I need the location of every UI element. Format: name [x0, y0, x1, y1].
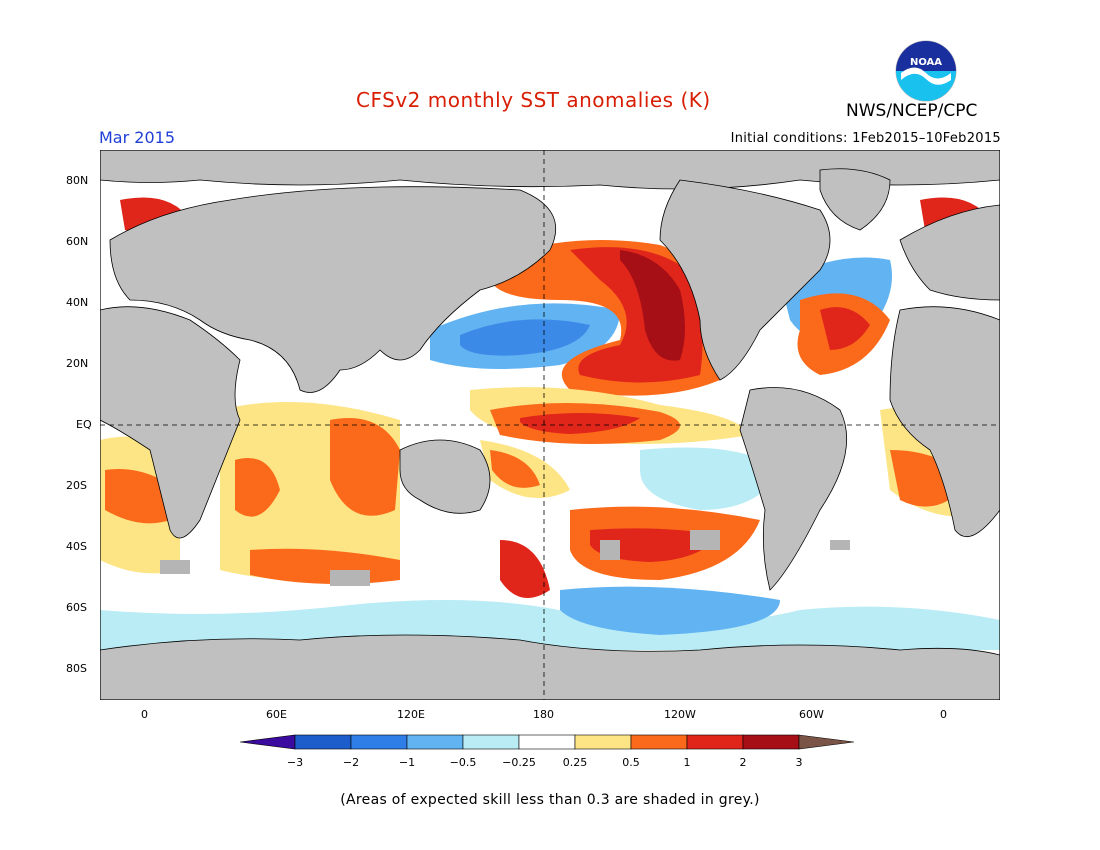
legend-swatch [686, 734, 744, 750]
lat-label: 20S [66, 479, 87, 492]
legend-tick-label: 1 [684, 756, 691, 769]
lat-label: EQ [76, 418, 92, 431]
legend-swatch [798, 734, 855, 750]
legend-tick-label: 0.5 [622, 756, 640, 769]
legend-swatch [518, 734, 576, 750]
color-legend: −3 −2 −1 −0.5 −0.25 0.25 0.5 1 2 3 [240, 734, 855, 769]
lat-label: 80S [66, 662, 87, 675]
logo-text: NOAA [910, 57, 942, 68]
legend-swatch [350, 734, 408, 750]
initial-conditions: Initial conditions: 1Feb2015–10Feb2015 [730, 131, 1001, 146]
lat-label: 40S [66, 540, 87, 553]
lat-label: 40N [66, 296, 89, 309]
legend-tick-label: 3 [796, 756, 803, 769]
legend-swatch [630, 734, 688, 750]
legend-tick-label: 2 [740, 756, 747, 769]
legend-swatch [574, 734, 632, 750]
lat-label: 20N [66, 357, 89, 370]
land-masses [100, 150, 1000, 700]
legend-tick-label: −2 [343, 756, 359, 769]
noaa-logo-icon: NOAA [895, 40, 957, 102]
map-title: CFSv2 monthly SST anomalies (K) [356, 88, 711, 112]
legend-tick-label: −1 [399, 756, 415, 769]
legend-tick-label: −0.25 [502, 756, 536, 769]
lat-label: 60N [66, 235, 89, 248]
legend-swatch [294, 734, 352, 750]
lat-label: 80N [66, 174, 89, 187]
lon-label: 60E [266, 708, 287, 721]
legend-swatch [462, 734, 520, 750]
lon-label: 0 [141, 708, 148, 721]
legend-tick-label: −3 [287, 756, 303, 769]
legend-swatch [742, 734, 800, 750]
lon-label: 120W [664, 708, 696, 721]
legend-tick-label: 0.25 [563, 756, 588, 769]
agency-label: NWS/NCEP/CPC [846, 101, 978, 121]
lon-label: 180 [533, 708, 554, 721]
lon-label: 120E [397, 708, 425, 721]
lon-label: 60W [799, 708, 824, 721]
lon-label: 0 [940, 708, 947, 721]
forecast-month: Mar 2015 [99, 128, 175, 147]
low-skill-grey-areas [160, 420, 980, 586]
skill-footnote: (Areas of expected skill less than 0.3 a… [340, 792, 760, 808]
legend-swatch [406, 734, 464, 750]
legend-tick-label: −0.5 [450, 756, 477, 769]
sst-anomaly-map [100, 150, 1000, 700]
lat-label: 60S [66, 601, 87, 614]
legend-swatch [240, 734, 296, 750]
